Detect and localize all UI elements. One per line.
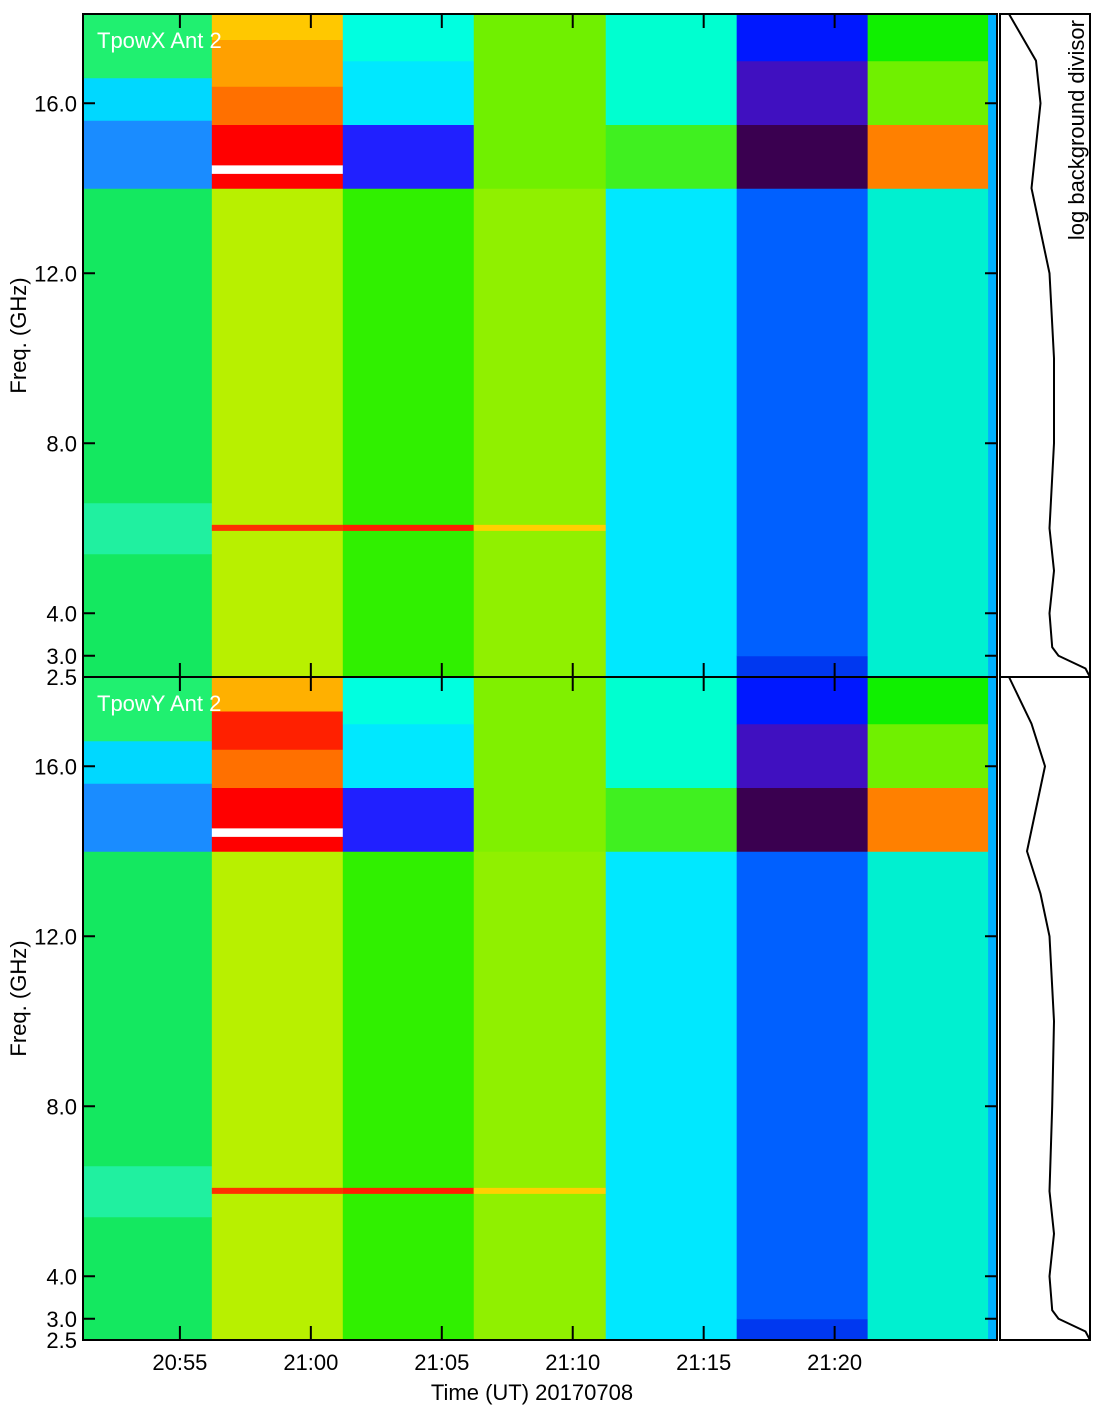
heat-band	[83, 740, 213, 784]
heat-band	[342, 851, 475, 1341]
profile-line	[1008, 13, 1091, 678]
y-tick-label: 8.0	[46, 1094, 77, 1119]
heat-band	[867, 188, 989, 678]
heat-band	[83, 677, 213, 742]
heat-band	[342, 1187, 475, 1194]
heat-band	[211, 164, 344, 174]
heat-band	[867, 851, 989, 1341]
heat-band	[867, 787, 989, 852]
heat-band	[867, 60, 989, 125]
heat-band	[211, 14, 344, 40]
heat-band	[211, 173, 344, 189]
heat-band	[867, 124, 989, 189]
heat-band	[736, 188, 869, 657]
heat-band	[211, 677, 344, 712]
heat-band	[605, 124, 738, 189]
panel-title: TpowX Ant 2	[97, 28, 222, 53]
heat-band	[473, 524, 607, 531]
y-tick-label: 12.0	[34, 261, 77, 286]
heat-band	[211, 836, 344, 852]
heat-band	[211, 851, 344, 1341]
heat-band	[342, 188, 475, 678]
heat-band	[605, 188, 738, 678]
x-axis-label: Time (UT) 20170708	[431, 1380, 633, 1405]
heat-band	[83, 1216, 213, 1341]
x-tick-label: 20:55	[152, 1350, 207, 1375]
heat-band	[211, 86, 344, 125]
heat-band	[342, 787, 475, 852]
heat-band	[605, 787, 738, 852]
heat-band	[83, 783, 213, 852]
heat-band	[211, 787, 344, 829]
heat-band	[867, 677, 989, 725]
heat-band	[342, 723, 475, 788]
x-tick-label: 21:10	[545, 1350, 600, 1375]
heat-band	[342, 60, 475, 125]
heat-band	[605, 14, 738, 125]
heat-band	[211, 524, 344, 531]
heat-band	[83, 553, 213, 678]
x-tick-label: 21:05	[414, 1350, 469, 1375]
profile-line	[1008, 676, 1091, 1341]
y-tick-label: 8.0	[46, 431, 77, 456]
y-tick-label: 16.0	[34, 754, 77, 779]
heat-band	[211, 188, 344, 678]
heat-band	[605, 677, 738, 788]
heat-band	[211, 124, 344, 166]
x-tick-label: 21:15	[676, 1350, 731, 1375]
heat-band	[211, 711, 344, 750]
heat-band	[342, 524, 475, 531]
x-tick-label: 21:00	[283, 1350, 338, 1375]
heat-band	[342, 124, 475, 189]
heat-band	[211, 1187, 344, 1194]
heat-band	[736, 677, 869, 725]
heat-band	[83, 77, 213, 121]
profile-label: log background divisor	[1064, 20, 1089, 240]
y-tick-label: 3.0	[46, 644, 77, 669]
plot-frame	[82, 676, 998, 1341]
heat-band	[605, 851, 738, 1341]
heat-band	[736, 655, 869, 678]
heat-band	[736, 124, 869, 189]
y-tick-label: 4.0	[46, 601, 77, 626]
heat-band	[211, 827, 344, 837]
heat-band	[736, 787, 869, 852]
heat-band	[736, 723, 869, 788]
heat-band	[83, 502, 213, 555]
y-axis-label: Freq. (GHz)	[6, 277, 31, 393]
panel-title: TpowY Ant 2	[97, 691, 221, 716]
heat-band	[211, 749, 344, 788]
heat-band	[988, 14, 998, 678]
y-tick-label: 2.5	[46, 665, 77, 690]
heat-band	[867, 723, 989, 788]
heat-band	[211, 39, 344, 87]
x-tick-label: 21:20	[807, 1350, 862, 1375]
heat-band	[473, 677, 607, 852]
heat-band	[83, 851, 213, 1167]
heat-band	[736, 1318, 869, 1341]
y-tick-label: 2.5	[46, 1328, 77, 1353]
heat-band	[473, 188, 607, 678]
y-tick-label: 16.0	[34, 91, 77, 116]
heat-band	[473, 1187, 607, 1194]
heat-band	[342, 677, 475, 725]
heat-band	[736, 851, 869, 1320]
y-axis-label: Freq. (GHz)	[6, 940, 31, 1056]
y-tick-label: 3.0	[46, 1307, 77, 1332]
profile-frame	[999, 676, 1091, 1341]
y-tick-label: 12.0	[34, 924, 77, 949]
heat-band	[83, 120, 213, 189]
heat-band	[988, 677, 998, 1341]
heat-band	[473, 14, 607, 189]
heat-band	[736, 14, 869, 62]
y-tick-label: 4.0	[46, 1264, 77, 1289]
heat-band	[83, 14, 213, 79]
heat-band	[342, 14, 475, 62]
heat-band	[867, 14, 989, 62]
heat-band	[736, 60, 869, 125]
heat-band	[83, 1165, 213, 1218]
heat-band	[473, 851, 607, 1341]
heat-band	[83, 188, 213, 504]
